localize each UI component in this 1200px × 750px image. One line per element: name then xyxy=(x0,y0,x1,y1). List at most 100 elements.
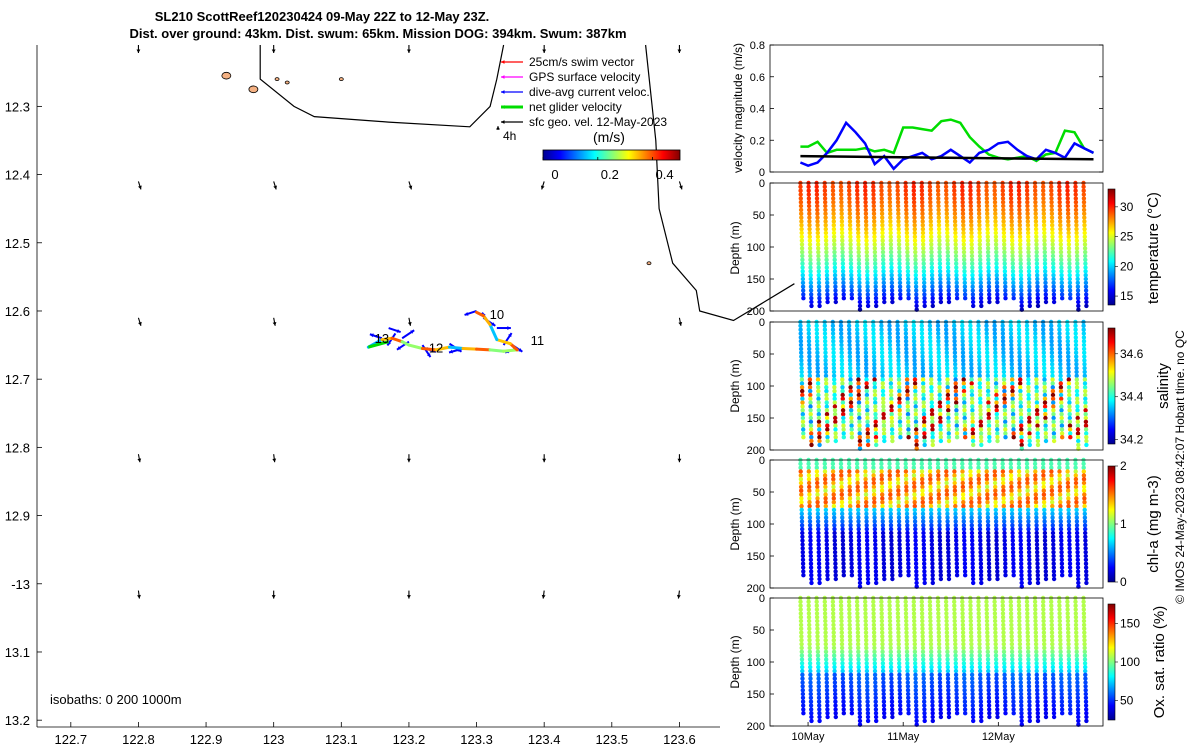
profile-point xyxy=(1083,396,1088,401)
profile-point xyxy=(995,431,1000,436)
profile-point xyxy=(832,688,838,693)
profile-point xyxy=(1059,538,1064,543)
profile-point xyxy=(1033,188,1038,193)
profile-point xyxy=(943,461,949,466)
profile-point xyxy=(873,419,878,424)
profile-point xyxy=(863,323,868,328)
profile-point xyxy=(889,557,895,562)
profile-point xyxy=(1050,526,1056,532)
profile-point xyxy=(920,641,926,647)
profile-point xyxy=(855,503,861,509)
profile-point xyxy=(847,215,853,220)
profile-point xyxy=(913,396,918,401)
profile-point xyxy=(1035,299,1041,305)
profile-point xyxy=(857,273,862,278)
profile-point xyxy=(857,695,862,700)
profile-point xyxy=(864,653,869,658)
profile-point xyxy=(855,207,860,213)
profile-point xyxy=(994,676,999,681)
profile-point xyxy=(841,288,846,293)
profile-point xyxy=(961,362,966,367)
profile-point xyxy=(904,638,909,643)
profile-point xyxy=(920,207,925,213)
profile-point xyxy=(840,511,845,516)
profile-point xyxy=(1051,438,1057,444)
profile-point xyxy=(1043,415,1048,421)
profile-point xyxy=(1067,273,1072,278)
profile-point xyxy=(920,496,925,501)
profile-point xyxy=(806,203,812,209)
profile-point xyxy=(1035,557,1040,562)
profile-point xyxy=(1082,365,1087,371)
profile-point xyxy=(977,515,982,520)
profile-point xyxy=(1019,557,1024,562)
profile-point xyxy=(978,404,983,409)
profile-point xyxy=(1026,668,1031,674)
profile-point xyxy=(969,373,974,378)
profile-point xyxy=(806,196,812,201)
profile-point xyxy=(839,346,844,352)
profile-point xyxy=(800,534,805,539)
profile-point xyxy=(1025,607,1030,612)
profile-point xyxy=(1035,691,1040,697)
profile-point xyxy=(888,249,894,255)
profile-point xyxy=(881,269,886,274)
profile-point xyxy=(815,626,820,631)
profile-point xyxy=(937,680,943,685)
profile-point xyxy=(1025,331,1030,336)
profile-point xyxy=(969,500,974,505)
profile-point xyxy=(960,188,965,193)
profile-point xyxy=(1017,203,1022,209)
profile-point xyxy=(928,350,933,355)
profile-point xyxy=(1058,388,1064,394)
profile-point xyxy=(986,265,991,270)
profile-point xyxy=(1032,184,1038,189)
profile-point xyxy=(906,435,911,440)
profile-point xyxy=(1008,323,1013,328)
profile-point xyxy=(888,526,894,532)
profile-point xyxy=(993,500,998,505)
profile-point xyxy=(1057,339,1062,344)
profile-point xyxy=(855,211,860,216)
profile-point xyxy=(872,365,877,371)
profile-point xyxy=(1035,412,1040,417)
profile-point xyxy=(816,415,822,421)
profile-point xyxy=(856,676,862,681)
profile-point xyxy=(969,503,974,509)
profile-point xyxy=(1049,358,1055,363)
colorbar-tick-label: 0.2 xyxy=(601,167,619,182)
profile-point xyxy=(1081,335,1087,340)
profile-point xyxy=(887,484,893,490)
profile-point xyxy=(905,657,910,662)
profile-point xyxy=(1082,362,1087,367)
profile-point xyxy=(968,346,974,352)
profile-point xyxy=(865,569,870,574)
profile-point xyxy=(798,618,804,624)
profile-point xyxy=(823,223,828,228)
profile-point xyxy=(848,649,853,654)
profile-point xyxy=(872,523,877,528)
profile-point xyxy=(1042,392,1048,398)
profile-point xyxy=(904,223,909,228)
profile-point xyxy=(814,331,820,336)
profile-point xyxy=(936,192,941,197)
profile-point xyxy=(1001,226,1006,232)
profile-point xyxy=(1010,396,1015,401)
profile-point xyxy=(936,207,941,213)
profile-point xyxy=(911,603,916,608)
profile-point xyxy=(968,461,973,466)
profile-point xyxy=(873,703,878,708)
scale-arrow-label: 4h xyxy=(503,129,516,143)
profile-point xyxy=(863,358,869,363)
profile-point xyxy=(952,469,957,474)
profile-point xyxy=(896,362,901,367)
profile-point xyxy=(863,200,868,205)
profile-point xyxy=(1024,599,1030,604)
profile-point xyxy=(1082,369,1087,375)
profile-point xyxy=(930,580,935,586)
profile-point xyxy=(1001,215,1006,220)
profile-point xyxy=(856,645,861,651)
profile-point xyxy=(879,469,884,474)
profile-point xyxy=(809,711,814,716)
profile-point xyxy=(1043,296,1049,301)
